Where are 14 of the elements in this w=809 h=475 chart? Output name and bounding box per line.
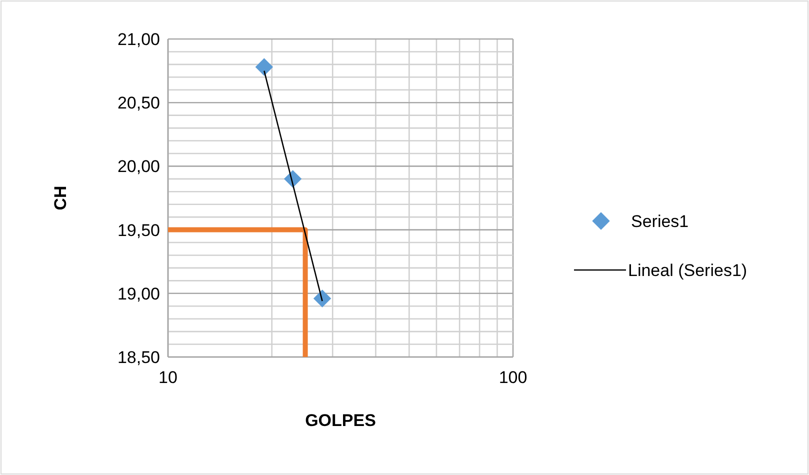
x-axis-title: GOLPES <box>305 411 376 430</box>
x-tick-label: 10 <box>158 368 178 387</box>
point <box>313 290 332 308</box>
legend-label: Lineal (Series1) <box>628 261 748 280</box>
y-tick-label: 19,50 <box>117 220 160 240</box>
legend-label: Series1 <box>631 212 689 231</box>
y-tick-label: 21,00 <box>117 30 160 49</box>
y-tick-label: 18,50 <box>117 348 160 367</box>
y-tick-label: 20,00 <box>117 157 160 176</box>
y-axis-title: CH <box>51 186 70 210</box>
x-tick-label: 100 <box>498 368 528 387</box>
y-tick-label: 20,50 <box>117 94 160 113</box>
point <box>255 58 274 76</box>
y-tick-label: 19,00 <box>117 284 160 304</box>
